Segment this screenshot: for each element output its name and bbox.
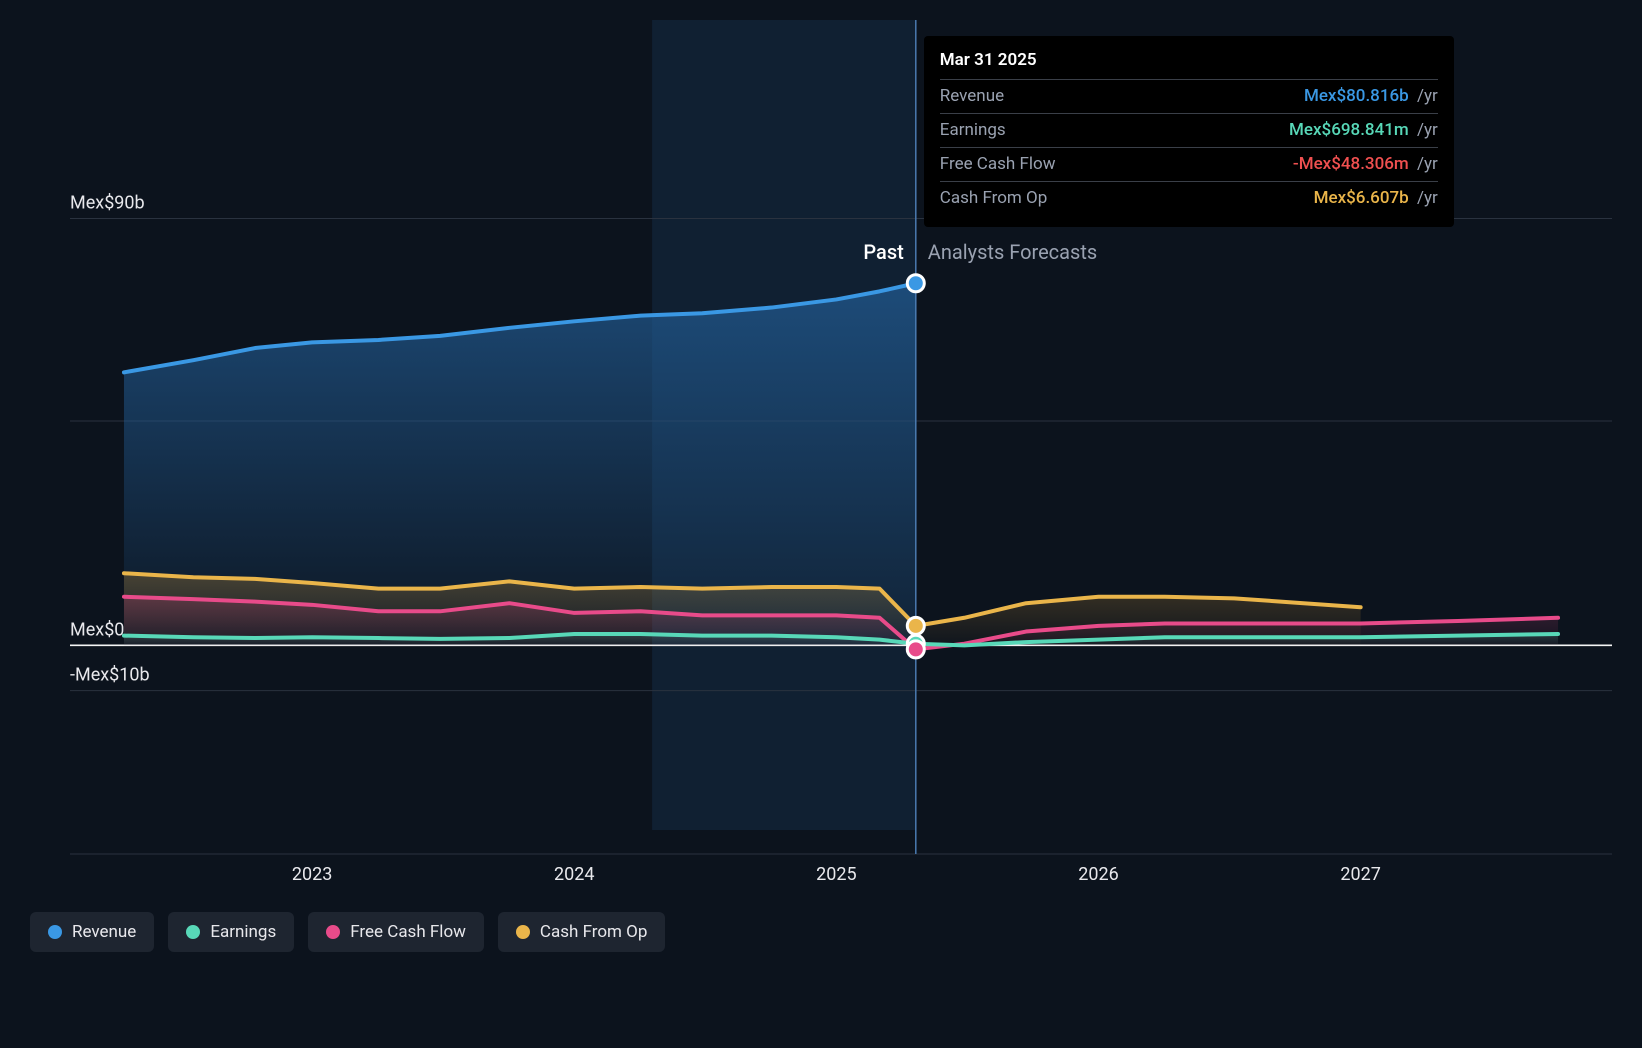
tooltip-row-label: Earnings: [940, 116, 1006, 145]
legend-item-earnings[interactable]: Earnings: [168, 912, 294, 952]
x-axis-label: 2024: [554, 864, 594, 885]
chart-container: Mex$90b Mex$0 -Mex$10b 2023 2024 2025 2026 2027…: [30, 20, 1612, 890]
marker-cash_from_op[interactable]: [907, 617, 924, 634]
y-axis-label: Mex$0: [70, 619, 124, 640]
tooltip-row-per: /yr: [1417, 154, 1438, 174]
tooltip-row-per: /yr: [1417, 188, 1438, 208]
x-axis-label: 2025: [816, 864, 856, 885]
marker-revenue[interactable]: [907, 275, 924, 292]
x-axis-label: 2023: [292, 864, 332, 885]
y-axis-label: -Mex$10b: [70, 665, 150, 686]
tooltip-row-per: /yr: [1417, 86, 1438, 106]
tooltip-row: Earnings Mex$698.841m /yr: [940, 113, 1438, 147]
legend-dot-icon: [516, 925, 530, 939]
legend-dot-icon: [48, 925, 62, 939]
tooltip-row-per: /yr: [1417, 120, 1438, 140]
tooltip-row-label: Cash From Op: [940, 184, 1048, 213]
tooltip-row-value: -Mex$48.306m: [1293, 154, 1409, 174]
legend-item-revenue[interactable]: Revenue: [30, 912, 154, 952]
past-label: Past: [863, 240, 904, 264]
legend-item-cash_from_op[interactable]: Cash From Op: [498, 912, 666, 952]
tooltip-row: Revenue Mex$80.816b /yr: [940, 79, 1438, 113]
tooltip-row-value: Mex$80.816b: [1304, 86, 1409, 106]
x-axis-label: 2027: [1340, 864, 1380, 885]
legend-dot-icon: [186, 925, 200, 939]
tooltip-row: Free Cash Flow -Mex$48.306m /yr: [940, 147, 1438, 181]
legend-label: Earnings: [210, 922, 276, 942]
legend: Revenue Earnings Free Cash Flow Cash Fro…: [30, 912, 1612, 952]
tooltip-row-label: Free Cash Flow: [940, 150, 1056, 179]
legend-dot-icon: [326, 925, 340, 939]
tooltip-row: Cash From Op Mex$6.607b /yr: [940, 181, 1438, 215]
x-axis-label: 2026: [1078, 864, 1118, 885]
tooltip-row-label: Revenue: [940, 82, 1004, 111]
legend-label: Free Cash Flow: [350, 922, 466, 942]
legend-item-free_cash_flow[interactable]: Free Cash Flow: [308, 912, 484, 952]
legend-label: Revenue: [72, 922, 136, 942]
y-axis-label: Mex$90b: [70, 192, 145, 213]
tooltip-row-value: Mex$6.607b: [1314, 188, 1409, 208]
tooltip-date: Mar 31 2025: [940, 46, 1438, 79]
tooltip-row-value: Mex$698.841m: [1289, 120, 1409, 140]
legend-label: Cash From Op: [540, 922, 648, 942]
marker-free_cash_flow[interactable]: [907, 641, 924, 658]
forecast-label: Analysts Forecasts: [928, 240, 1097, 264]
tooltip: Mar 31 2025 Revenue Mex$80.816b /yr Earn…: [924, 36, 1454, 226]
